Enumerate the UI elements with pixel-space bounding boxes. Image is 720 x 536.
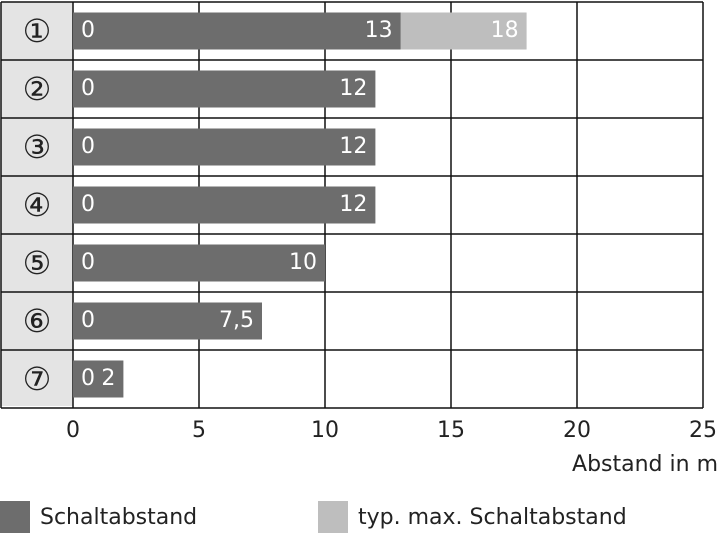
value-label: 13 [365, 18, 393, 43]
category-column [1, 2, 73, 406]
x-axis-label: Abstand in m [572, 452, 718, 477]
start-label: 0 [81, 192, 95, 217]
x-tick-label: 5 [192, 418, 206, 443]
x-tick-label: 0 [66, 418, 80, 443]
start-label: 0 [81, 366, 95, 391]
value-label: 12 [339, 192, 367, 217]
bar [73, 302, 262, 340]
bar [73, 360, 124, 398]
legend-label: typ. max. Schaltabstand [358, 505, 627, 530]
value-label: 2 [101, 366, 115, 391]
start-label: 0 [81, 76, 95, 101]
category-label: ⑤ [23, 244, 52, 282]
start-label: 0 [81, 308, 95, 333]
legend-swatch [0, 501, 30, 533]
value-label: 10 [289, 250, 317, 275]
category-label: ① [23, 12, 52, 50]
start-label: 0 [81, 134, 95, 159]
bar [73, 128, 376, 166]
x-tick-label: 10 [311, 418, 339, 443]
bar [73, 12, 401, 50]
legend-swatch [318, 501, 348, 533]
start-label: 0 [81, 18, 95, 43]
value-label: 12 [339, 76, 367, 101]
x-tick-label: 25 [689, 418, 717, 443]
bar [73, 70, 376, 108]
category-label: ⑦ [23, 360, 52, 398]
category-label: ⑥ [23, 302, 52, 340]
legend-label: Schaltabstand [40, 505, 197, 530]
category-label: ② [23, 70, 52, 108]
value-label: 18 [491, 18, 519, 43]
category-label: ③ [23, 128, 52, 166]
x-tick-label: 15 [437, 418, 465, 443]
bar [73, 186, 376, 224]
x-tick-label: 20 [563, 418, 591, 443]
category-label: ④ [23, 186, 52, 224]
value-label: 12 [339, 134, 367, 159]
start-label: 0 [81, 250, 95, 275]
value-label: 7,5 [219, 308, 254, 333]
bar [73, 244, 325, 282]
